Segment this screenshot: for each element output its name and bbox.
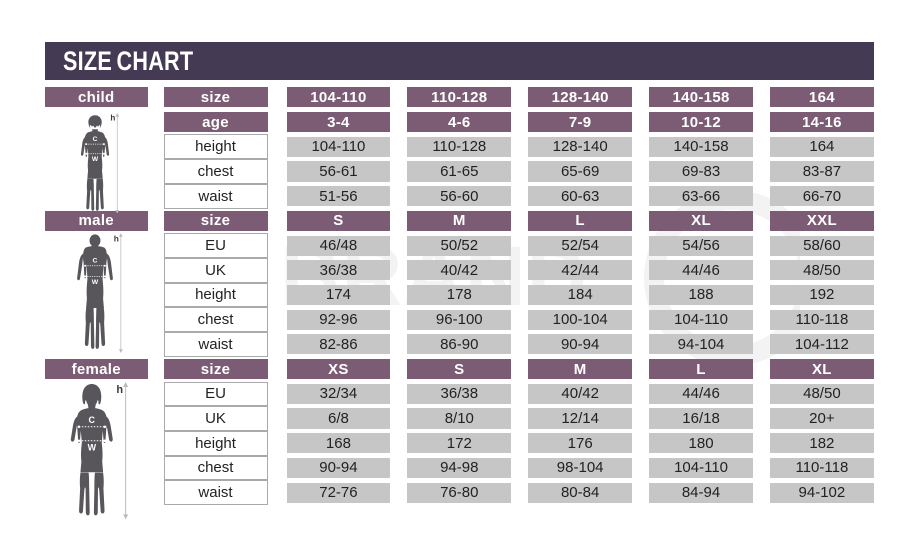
svg-text:C: C (93, 136, 98, 143)
svg-text:W: W (91, 279, 98, 286)
svg-text:C: C (92, 257, 97, 264)
svg-text:C: C (88, 414, 95, 424)
svg-text:h: h (116, 383, 123, 395)
svg-text:h: h (111, 113, 116, 122)
svg-text:W: W (92, 156, 99, 163)
svg-text:W: W (87, 442, 96, 452)
svg-text:h: h (113, 233, 118, 243)
